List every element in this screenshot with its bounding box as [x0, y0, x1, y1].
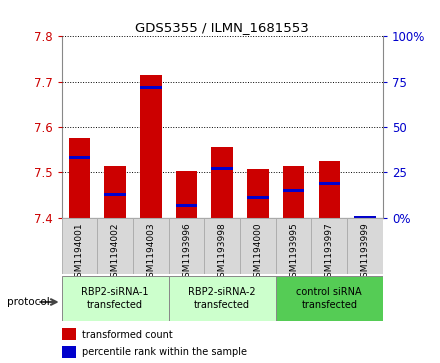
Text: protocol: protocol: [7, 297, 49, 307]
Text: control siRNA
transfected: control siRNA transfected: [297, 287, 362, 310]
Text: percentile rank within the sample: percentile rank within the sample: [82, 347, 247, 357]
Bar: [176, 204, 197, 207]
Bar: [212, 147, 233, 218]
Bar: [140, 86, 161, 89]
Bar: [169, 218, 204, 274]
Bar: [319, 182, 340, 185]
Bar: [212, 167, 233, 170]
Bar: [133, 218, 169, 274]
Bar: [276, 218, 312, 274]
Bar: [62, 276, 169, 321]
Bar: [140, 75, 161, 218]
Text: RBP2-siRNA-1
transfected: RBP2-siRNA-1 transfected: [81, 287, 149, 310]
Bar: [69, 156, 90, 159]
Bar: [240, 218, 276, 274]
Bar: [176, 171, 197, 218]
Text: RBP2-siRNA-2
transfected: RBP2-siRNA-2 transfected: [188, 287, 256, 310]
Bar: [97, 218, 133, 274]
Text: transformed count: transformed count: [82, 330, 172, 339]
Bar: [283, 189, 304, 192]
Text: GSM1193999: GSM1193999: [360, 222, 370, 283]
Bar: [169, 276, 276, 321]
Text: GSM1193997: GSM1193997: [325, 222, 334, 283]
Text: GSM1194001: GSM1194001: [75, 222, 84, 283]
Text: GSM1194002: GSM1194002: [110, 222, 120, 283]
Bar: [204, 218, 240, 274]
Bar: [276, 276, 383, 321]
Bar: [283, 166, 304, 218]
Title: GDS5355 / ILMN_1681553: GDS5355 / ILMN_1681553: [136, 21, 309, 34]
Bar: [62, 328, 77, 340]
Text: GSM1193998: GSM1193998: [218, 222, 227, 283]
Bar: [354, 216, 376, 219]
Bar: [354, 216, 376, 218]
Bar: [104, 193, 126, 196]
Bar: [62, 218, 97, 274]
Text: GSM1193996: GSM1193996: [182, 222, 191, 283]
Bar: [62, 346, 77, 358]
Text: GSM1193995: GSM1193995: [289, 222, 298, 283]
Bar: [312, 218, 347, 274]
Text: GSM1194003: GSM1194003: [147, 222, 155, 283]
Bar: [69, 138, 90, 218]
Bar: [247, 169, 268, 218]
Bar: [104, 166, 126, 218]
Bar: [319, 161, 340, 218]
Bar: [247, 196, 268, 199]
Bar: [347, 218, 383, 274]
Text: GSM1194000: GSM1194000: [253, 222, 262, 283]
